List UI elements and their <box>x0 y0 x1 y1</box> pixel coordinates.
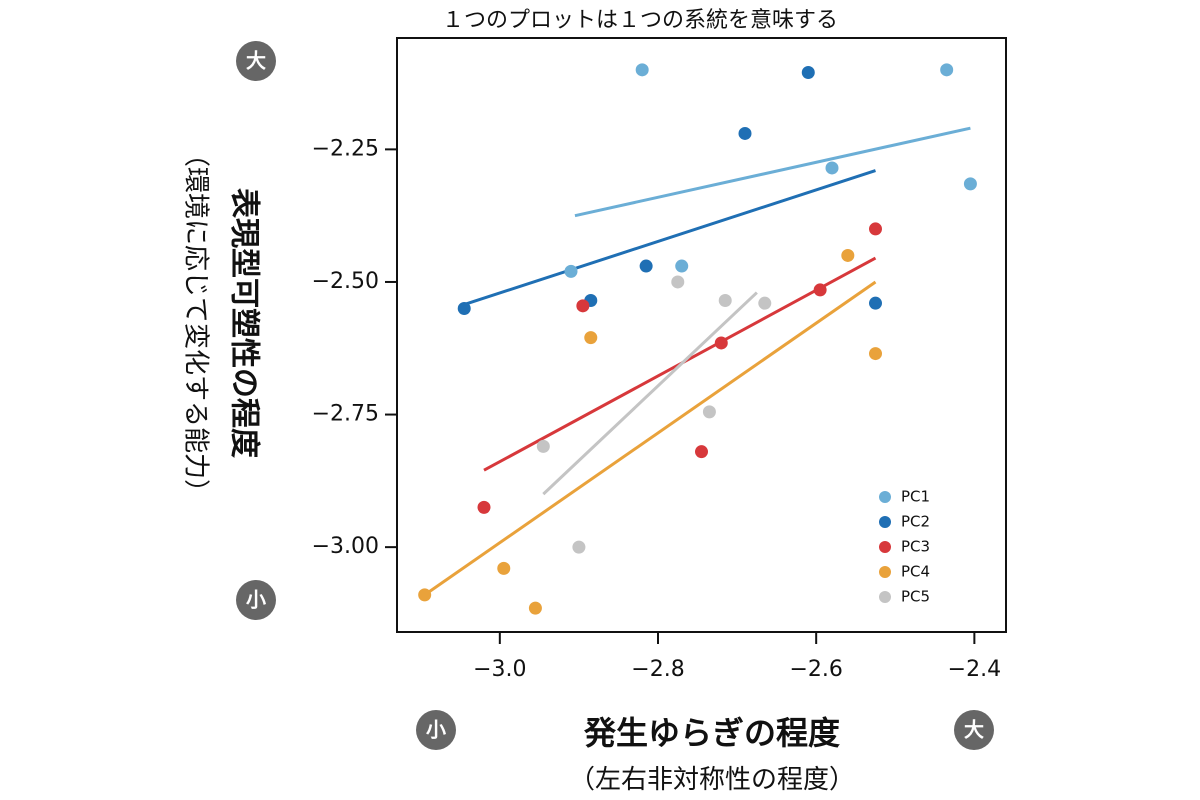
y-low-badge-circle <box>236 580 276 620</box>
data-point-pc2 <box>457 301 471 315</box>
x-low-badge: 小 <box>416 710 456 750</box>
legend-label-pc3: PC3 <box>901 538 930 556</box>
legend-marker-pc1 <box>879 491 891 503</box>
data-point-pc4 <box>841 248 855 262</box>
data-points <box>418 63 977 615</box>
legend: PC1 PC2 PC3 PC4 PC5 <box>879 488 930 606</box>
data-point-pc2 <box>869 296 882 310</box>
x-tick-label: −2.4 <box>948 657 1001 682</box>
data-point-pc2 <box>801 65 815 79</box>
y-high-badge-text: 大 <box>246 49 266 73</box>
y-axis-sublabel: （環境に応じて変化する能力） <box>181 141 211 505</box>
legend-marker-pc2 <box>879 516 891 528</box>
x-tick-label: −2.6 <box>789 657 842 682</box>
data-point-pc4 <box>584 331 598 345</box>
y-axis: −2.25 −2.50 −2.75 −3.00 <box>312 136 397 559</box>
data-point-pc4 <box>869 347 882 361</box>
data-point-pc3 <box>714 336 728 350</box>
data-point-pc5 <box>671 275 685 289</box>
y-tick-label: −2.25 <box>312 136 379 161</box>
data-point-pc5 <box>702 405 716 419</box>
x-high-badge: 大 <box>954 710 994 750</box>
data-point-pc2 <box>639 259 653 273</box>
y-high-badge-circle <box>236 41 276 81</box>
fit-line-pc5 <box>542 291 758 496</box>
x-axis-label: 発生ゆらぎの程度 <box>583 714 840 752</box>
y-low-badge-text: 小 <box>246 588 266 612</box>
plot-frame <box>396 37 1007 633</box>
legend-marker-pc5 <box>879 591 891 603</box>
data-point-pc5 <box>718 294 732 308</box>
data-point-pc4 <box>418 588 432 602</box>
data-point-pc1 <box>940 63 954 77</box>
x-low-badge-circle <box>416 710 456 750</box>
y-axis-label: 表現型可塑性の程度 <box>227 188 262 458</box>
data-point-pc3 <box>576 299 590 313</box>
data-point-pc5 <box>572 540 586 554</box>
y-tick-label: −3.00 <box>312 534 379 559</box>
data-point-pc1 <box>963 177 977 191</box>
legend-marker-pc3 <box>879 541 891 553</box>
data-point-pc1 <box>675 259 689 273</box>
legend-label-pc1: PC1 <box>901 488 930 506</box>
x-high-badge-circle <box>954 710 994 750</box>
legend-label-pc4: PC4 <box>901 563 930 581</box>
chart-note: １つのプロットは１つの系統を意味する <box>442 8 838 33</box>
fit-lines <box>423 126 971 597</box>
legend-label-pc5: PC5 <box>901 588 930 606</box>
x-tick-label: −3.0 <box>473 657 526 682</box>
data-point-pc4 <box>528 601 542 615</box>
x-high-badge-text: 大 <box>964 718 984 742</box>
data-point-pc3 <box>869 222 882 236</box>
legend-marker-pc4 <box>879 566 891 578</box>
y-axis-title: 表現型可塑性の程度 （環境に応じて変化する能力） <box>181 141 262 505</box>
y-tick-label: −2.75 <box>312 402 379 427</box>
legend-label-pc2: PC2 <box>901 513 930 531</box>
x-tick-label: −2.8 <box>631 657 684 682</box>
x-axis-sublabel: （左右非対称性の程度） <box>569 765 855 795</box>
fit-line-pc1 <box>574 126 971 218</box>
data-point-pc1 <box>635 63 649 77</box>
x-axis: −3.0 −2.8 −2.6 −2.4 <box>473 632 1001 682</box>
y-high-badge: 大 <box>236 41 276 81</box>
data-point-pc3 <box>477 500 491 514</box>
fit-line-pc2 <box>459 169 876 308</box>
data-point-pc3 <box>813 283 827 297</box>
x-low-badge-text: 小 <box>426 718 446 742</box>
data-point-pc5 <box>758 296 772 310</box>
data-point-pc5 <box>536 439 550 453</box>
y-low-badge: 小 <box>236 580 276 620</box>
y-tick-label: −2.50 <box>312 269 379 294</box>
data-point-pc3 <box>695 445 708 459</box>
data-point-pc4 <box>497 561 511 575</box>
data-point-pc1 <box>564 264 578 278</box>
fit-line-pc4 <box>423 280 877 597</box>
data-point-pc1 <box>825 161 839 175</box>
data-point-pc2 <box>738 126 752 140</box>
